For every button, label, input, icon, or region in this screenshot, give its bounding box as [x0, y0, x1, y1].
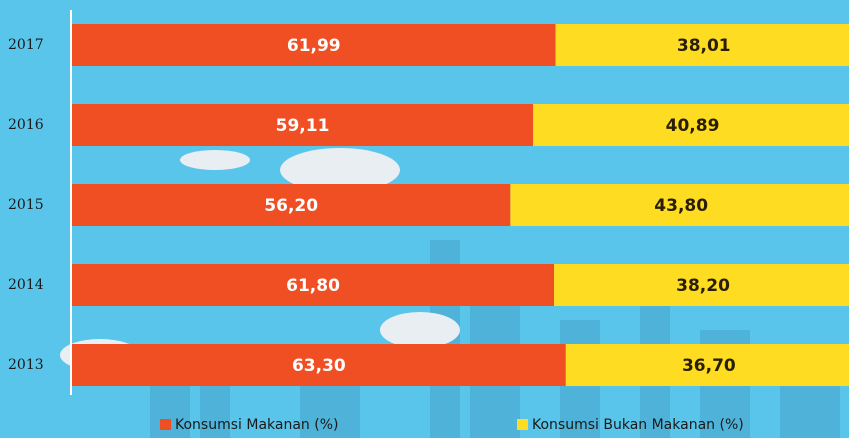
legend-label: Konsumsi Makanan (%) — [175, 417, 338, 433]
legend-swatch — [160, 419, 171, 430]
value-label: 61,80 — [286, 276, 340, 296]
y-tick-label: 2016 — [8, 117, 44, 133]
value-label: 38,01 — [677, 36, 731, 56]
value-label: 63,30 — [292, 356, 346, 376]
y-tick-label: 2015 — [8, 197, 44, 213]
legend-label: Konsumsi Bukan Makanan (%) — [532, 417, 744, 433]
value-label: 38,20 — [676, 276, 730, 296]
legend-swatch — [517, 419, 528, 430]
y-tick-label: 2013 — [8, 357, 44, 373]
value-label: 40,89 — [666, 116, 720, 136]
value-label: 36,70 — [682, 356, 736, 376]
y-tick-label: 2014 — [8, 277, 44, 293]
chart: 2017 61,99 38,01 2016 59,11 40,89 2015 56,20 43,… — [0, 0, 849, 438]
value-label: 43,80 — [654, 196, 708, 216]
value-label: 61,99 — [287, 36, 341, 56]
y-tick-label: 2017 — [8, 37, 44, 53]
value-label: 56,20 — [264, 196, 318, 216]
value-label: 59,11 — [276, 116, 330, 136]
